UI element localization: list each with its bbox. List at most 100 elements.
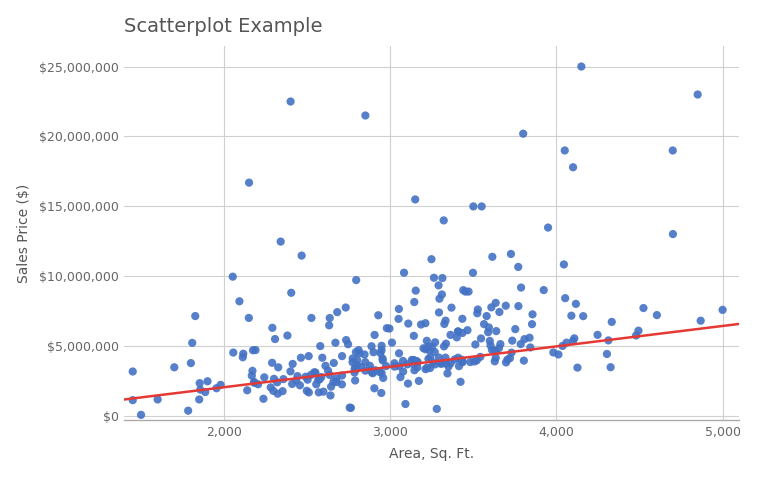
Point: [286, 380, 298, 388]
Point: [429, 360, 441, 368]
Point: [369, 367, 381, 374]
Point: [368, 348, 380, 356]
Point: [305, 371, 317, 379]
Point: [565, 312, 578, 319]
Point: [512, 302, 525, 310]
Point: [375, 369, 387, 377]
Point: [542, 224, 554, 231]
Point: [456, 358, 468, 365]
Point: [246, 367, 258, 375]
Point: [193, 396, 205, 403]
Point: [247, 347, 259, 354]
Point: [367, 369, 379, 377]
Point: [309, 369, 321, 376]
Point: [384, 325, 396, 332]
Point: [441, 369, 453, 377]
Point: [302, 352, 315, 360]
Point: [409, 367, 421, 374]
Point: [268, 387, 280, 395]
Point: [487, 253, 499, 261]
Point: [340, 336, 352, 344]
Point: [350, 365, 362, 373]
Point: [345, 404, 357, 412]
Point: [352, 346, 365, 354]
Point: [606, 318, 618, 326]
Point: [241, 386, 253, 394]
Point: [366, 369, 378, 377]
Point: [359, 367, 371, 374]
Point: [398, 269, 410, 277]
Point: [451, 334, 463, 341]
Point: [365, 342, 377, 350]
Point: [351, 361, 363, 369]
Point: [433, 354, 445, 361]
Point: [424, 347, 436, 354]
Point: [349, 369, 361, 376]
Point: [309, 369, 321, 377]
Point: [168, 363, 180, 371]
Point: [481, 312, 493, 320]
Point: [258, 373, 271, 381]
Point: [290, 377, 302, 384]
Point: [316, 354, 328, 361]
Point: [194, 386, 206, 393]
Point: [359, 351, 371, 358]
Point: [482, 328, 494, 336]
Point: [651, 311, 663, 319]
Point: [567, 163, 579, 171]
Point: [484, 342, 496, 349]
Point: [421, 337, 433, 345]
Point: [394, 373, 406, 381]
Point: [437, 274, 449, 282]
Point: [342, 340, 354, 348]
Point: [504, 354, 516, 362]
Point: [386, 339, 398, 347]
Point: [426, 343, 438, 350]
Y-axis label: Sales Price ($): Sales Price ($): [17, 184, 30, 282]
Point: [393, 362, 406, 370]
Point: [438, 343, 450, 350]
Point: [483, 324, 495, 331]
Point: [485, 304, 497, 311]
Point: [294, 381, 306, 389]
Point: [190, 312, 202, 320]
Point: [429, 338, 441, 346]
Point: [591, 331, 603, 339]
Point: [632, 327, 644, 335]
Point: [287, 360, 299, 368]
Point: [346, 355, 359, 362]
Point: [505, 250, 517, 258]
Point: [402, 360, 414, 368]
Point: [486, 346, 498, 354]
Point: [331, 308, 343, 316]
X-axis label: Area, Sq. Ft.: Area, Sq. Ft.: [390, 447, 475, 461]
Point: [258, 395, 270, 402]
Point: [456, 329, 468, 337]
Point: [567, 337, 579, 345]
Point: [471, 309, 484, 317]
Point: [397, 357, 409, 365]
Point: [411, 358, 423, 365]
Point: [374, 349, 387, 357]
Point: [560, 339, 572, 347]
Point: [637, 304, 650, 312]
Point: [421, 364, 433, 371]
Point: [319, 362, 331, 369]
Point: [295, 354, 307, 361]
Point: [537, 286, 550, 294]
Point: [490, 354, 502, 361]
Point: [227, 273, 239, 281]
Point: [272, 364, 284, 371]
Point: [500, 302, 512, 310]
Point: [336, 380, 348, 388]
Point: [359, 112, 371, 120]
Text: Scatterplot Example: Scatterplot Example: [124, 17, 323, 36]
Point: [493, 344, 505, 352]
Point: [314, 376, 326, 383]
Point: [349, 364, 362, 371]
Point: [377, 357, 389, 364]
Point: [266, 324, 278, 332]
Point: [410, 358, 422, 365]
Point: [271, 379, 283, 386]
Point: [330, 339, 342, 347]
